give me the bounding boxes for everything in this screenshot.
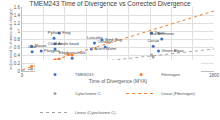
svg-text:0.6: 0.6 [14,45,21,50]
svg-text:Time of Divergence (MYA): Time of Divergence (MYA) [89,78,148,84]
svg-text:Linear (Fibrinogen): Linear (Fibrinogen) [161,91,195,96]
svg-text:Stink Bug: Stink Bug [105,37,122,42]
svg-text:Octopus: Octopus [98,39,113,44]
svg-text:Anole lizard: Anole lizard [58,41,79,46]
svg-text:0: 0 [21,73,24,78]
svg-text:TMEM243 Time of Divergence vs: TMEM243 Time of Divergence vs Corrected … [29,0,191,8]
svg-text:Acorn Worm: Acorn Worm [94,46,117,51]
svg-text:Lancelet: Lancelet [87,35,103,40]
svg-text:m (corrected % of amino acid c: m (corrected % of amino acid changes) [9,9,13,70]
svg-text:Fibrinogen: Fibrinogen [161,72,180,77]
svg-text:0.4: 0.4 [14,53,21,58]
svg-text:Mouse: Mouse [34,43,47,48]
svg-text:0.8: 0.8 [14,37,21,42]
svg-text:Cow: Cow [28,44,36,49]
svg-text:1.6: 1.6 [14,5,21,10]
svg-text:1: 1 [18,29,21,34]
svg-text:Chicken: Chicken [48,41,62,46]
svg-text:Platypus: Platypus [44,48,59,53]
svg-text:1.4: 1.4 [14,13,21,18]
svg-text:Cytochrome C: Cytochrome C [75,91,101,96]
svg-text:Yeast: Yeast [154,30,165,35]
svg-text:Frog: Frog [62,30,70,35]
svg-text:0.2: 0.2 [14,61,21,66]
svg-text:Cacao: Cacao [147,38,159,43]
svg-text:Linear (Cytochrome C): Linear (Cytochrome C) [75,110,116,115]
svg-text:1.2: 1.2 [14,21,21,26]
svg-text:TMEM243: TMEM243 [75,72,94,77]
svg-text:Green Algae: Green Algae [161,48,184,53]
svg-text:Elephant shark: Elephant shark [59,50,86,55]
svg-text:Python: Python [48,30,60,35]
svg-text:Sea Anemone: Sea Anemone [149,31,175,36]
svg-text:0: 0 [18,69,21,74]
svg-text:1800: 1800 [209,73,220,78]
